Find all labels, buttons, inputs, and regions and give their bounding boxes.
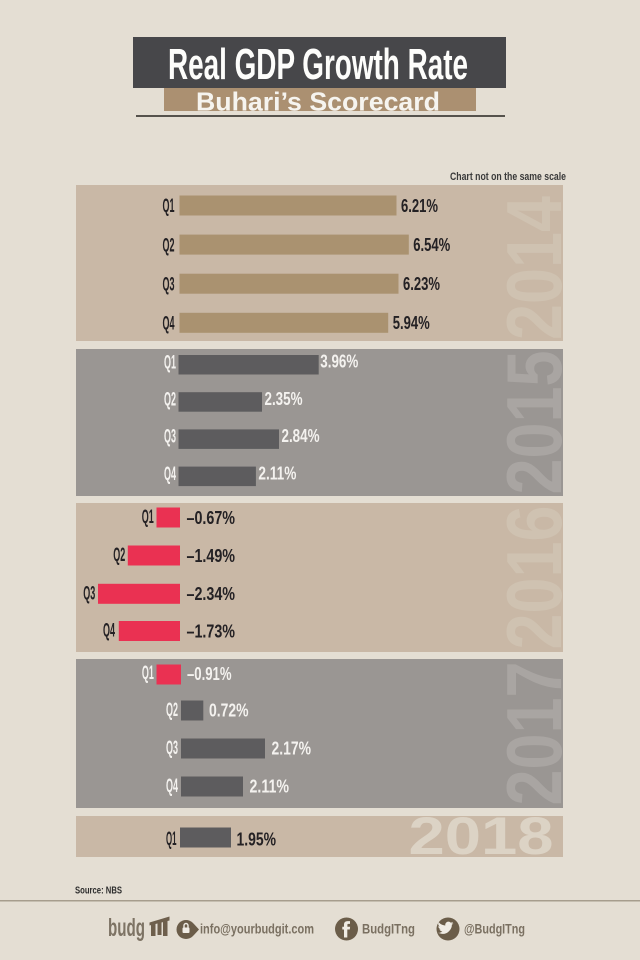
svg-text:Q3: Q3 <box>83 583 95 605</box>
svg-text:info@yourbudgit.com: info@yourbudgit.com <box>200 922 314 937</box>
svg-text:–0.67%: –0.67% <box>187 508 236 528</box>
svg-text:Q3: Q3 <box>163 273 175 295</box>
svg-text:5.94%: 5.94% <box>393 313 430 333</box>
svg-text:2.17%: 2.17% <box>272 739 312 759</box>
svg-text:2017: 2017 <box>490 662 578 806</box>
svg-text:Q2: Q2 <box>163 234 175 256</box>
svg-text:6.54%: 6.54% <box>413 235 450 255</box>
svg-text:Q1: Q1 <box>142 662 154 684</box>
svg-text:Q1: Q1 <box>166 828 177 850</box>
svg-text:2015: 2015 <box>490 351 578 495</box>
svg-text:Chart not on the same scale: Chart not on the same scale <box>450 171 566 183</box>
svg-text:6.21%: 6.21% <box>401 196 438 216</box>
svg-text:1.95%: 1.95% <box>237 830 277 850</box>
svg-text:–1.73%: –1.73% <box>187 621 236 641</box>
svg-text:Q4: Q4 <box>163 313 175 335</box>
svg-text:Q4: Q4 <box>166 775 178 797</box>
svg-text:Real GDP Growth Rate: Real GDP Growth Rate <box>168 40 468 89</box>
svg-text:Q2: Q2 <box>166 699 178 721</box>
svg-text:–2.34%: –2.34% <box>187 584 236 604</box>
svg-text:0.72%: 0.72% <box>209 701 249 721</box>
svg-text:2016: 2016 <box>490 506 578 650</box>
svg-text:@BudgITng: @BudgITng <box>464 922 525 937</box>
svg-text:–1.49%: –1.49% <box>187 546 236 566</box>
svg-text:BudgITng: BudgITng <box>362 922 415 937</box>
svg-text:Q2: Q2 <box>113 544 125 566</box>
svg-text:2018: 2018 <box>409 807 554 866</box>
svg-text:2014: 2014 <box>490 196 578 340</box>
svg-text:Q1: Q1 <box>163 195 175 217</box>
svg-text:3.96%: 3.96% <box>320 352 358 372</box>
svg-text:Q4: Q4 <box>103 620 115 642</box>
svg-text:Source: NBS: Source: NBS <box>75 886 122 897</box>
svg-text:6.23%: 6.23% <box>403 274 440 294</box>
svg-text:–0.91%: –0.91% <box>187 664 232 684</box>
svg-text:Q1: Q1 <box>164 351 176 373</box>
svg-text:2.11%: 2.11% <box>258 463 296 483</box>
svg-text:Q2: Q2 <box>164 389 176 411</box>
svg-text:Buhari’s Scorecard: Buhari’s Scorecard <box>196 87 440 117</box>
svg-text:Q3: Q3 <box>164 426 176 448</box>
svg-text:budg: budg <box>108 914 145 942</box>
svg-text:2.11%: 2.11% <box>250 777 290 797</box>
svg-text:Q1: Q1 <box>142 506 154 528</box>
svg-text:2.84%: 2.84% <box>282 426 320 446</box>
svg-text:Q3: Q3 <box>166 737 178 759</box>
svg-text:2.35%: 2.35% <box>265 389 303 409</box>
svg-text:Q4: Q4 <box>164 463 176 485</box>
